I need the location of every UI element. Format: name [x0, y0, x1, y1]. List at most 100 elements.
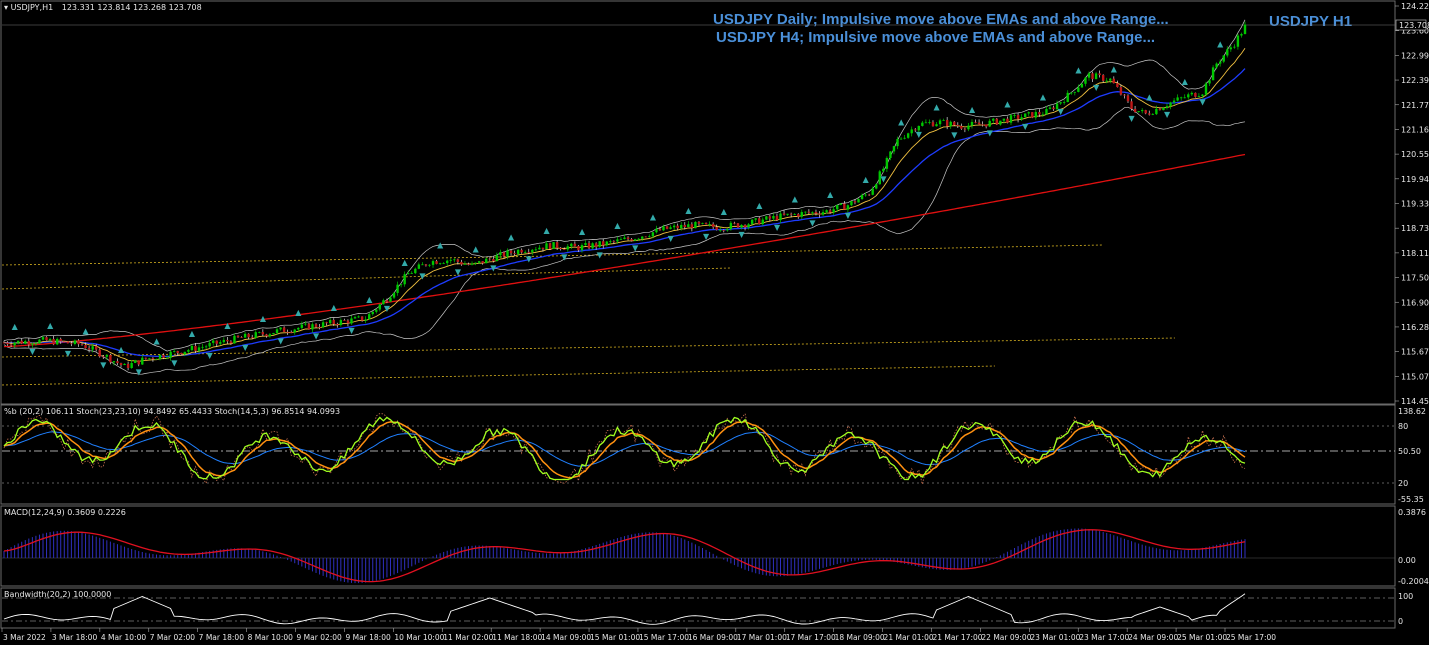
- candle-body: [910, 129, 913, 134]
- candle-body: [1169, 102, 1172, 107]
- candle-body: [453, 259, 456, 261]
- fractal-arrow-icon: ▼: [916, 130, 923, 139]
- range-line: [499, 244, 1103, 258]
- macd-panel[interactable]: [0, 505, 1396, 587]
- candle-body: [963, 128, 967, 130]
- candle-body: [488, 258, 491, 260]
- candle-body: [733, 222, 736, 224]
- candle-body: [786, 213, 789, 215]
- panel-frames: [0, 0, 1396, 629]
- candle-body: [697, 221, 701, 224]
- candle-body: [1041, 114, 1045, 116]
- candle-body: [410, 273, 413, 274]
- range-line: [1, 337, 1176, 358]
- stoch-signal-line: [3, 420, 1246, 479]
- price-axis[interactable]: 124.220 123.605 122.990 122.390 121.775 121.1…: [1395, 2, 1429, 406]
- candle-body: [219, 342, 222, 344]
- fractal-arrow-icon: ▲: [47, 321, 54, 330]
- candle-body: [839, 203, 842, 205]
- macd-axis-label: 0.3876: [1398, 508, 1426, 517]
- candle-body: [1133, 108, 1137, 113]
- candle-body: [531, 249, 534, 253]
- candle-body: [999, 120, 1002, 125]
- candle-body: [672, 225, 676, 228]
- oscillator-panel[interactable]: [0, 404, 1396, 505]
- candle-body: [594, 243, 598, 247]
- candle-body: [1016, 115, 1020, 120]
- time-axis[interactable]: 3 Mar 2022 3 Mar 18:00 4 Mar 10:00 7 Mar 02…: [1, 628, 1276, 642]
- osc-axis-label: -55.35: [1398, 495, 1424, 504]
- annotation-timeframe: USDJPY H1: [1269, 13, 1352, 30]
- candle-body: [1087, 73, 1091, 78]
- fractal-arrow-icon: ▲: [189, 329, 196, 338]
- candle-body: [1084, 77, 1087, 84]
- candle-body: [1226, 49, 1229, 56]
- candle-body: [970, 121, 974, 126]
- candle-body: [754, 218, 757, 220]
- candle-body: [1073, 91, 1077, 93]
- candle-body: [52, 338, 55, 345]
- candle-body: [449, 259, 452, 261]
- candle-body: [240, 337, 243, 339]
- candle-body: [261, 332, 265, 335]
- candle-body: [995, 118, 998, 125]
- candle-body: [112, 361, 116, 363]
- candle-body: [818, 213, 821, 215]
- candle-body: [1197, 96, 1201, 97]
- fractal-arrow-icon: ▲: [437, 241, 444, 250]
- candle-body: [616, 239, 619, 242]
- time-axis-label: 17 Mar 01:00: [737, 633, 787, 642]
- fractal-arrow-icon: ▲: [331, 303, 338, 312]
- candle-body: [84, 344, 87, 349]
- candle-body: [1140, 110, 1144, 112]
- fractal-arrow-icon: ▲: [1182, 77, 1189, 86]
- candle-body: [1109, 78, 1112, 81]
- candle-body: [761, 219, 764, 225]
- candle-body: [194, 345, 197, 351]
- candle-body: [1172, 100, 1176, 103]
- candle-body: [1027, 112, 1030, 114]
- candle-body: [272, 332, 275, 335]
- candle-body: [229, 341, 233, 344]
- macd-axis-label: -0.2004: [1398, 577, 1429, 586]
- bandwidth-header: Bandwidth(20,2) 100.0000: [4, 590, 111, 599]
- stoch-fast-dotted-line: [3, 412, 1246, 485]
- main-price-panel[interactable]: [0, 0, 1396, 405]
- candle-body: [385, 300, 389, 302]
- price-axis-label: 120.550: [1401, 150, 1429, 159]
- fractal-arrow-icon: ▲: [224, 321, 231, 330]
- candle-body: [1176, 97, 1179, 101]
- time-axis-label: 18 Mar 09:00: [835, 633, 885, 642]
- fractal-arrow-icon: ▼: [313, 331, 320, 340]
- candle-body: [364, 319, 367, 321]
- candle-body: [353, 317, 357, 319]
- candle-body: [1144, 110, 1147, 114]
- candle-body: [34, 343, 38, 345]
- candle-body: [1038, 112, 1041, 115]
- candle-body: [633, 239, 637, 241]
- candle-body: [804, 211, 807, 213]
- candle-body: [566, 246, 569, 250]
- bandwidth-panel[interactable]: [0, 587, 1396, 629]
- candle-body: [1006, 118, 1009, 123]
- candle-body: [1233, 46, 1236, 48]
- candle-body: [233, 335, 236, 344]
- candle-body: [318, 326, 321, 328]
- price-axis-label: 116.900: [1401, 298, 1429, 307]
- candle-body: [165, 357, 169, 359]
- candle-body: [992, 118, 995, 121]
- candle-body: [197, 347, 201, 351]
- candle-body: [740, 224, 743, 228]
- candle-body: [424, 264, 428, 266]
- fractal-arrow-icon: ▲: [118, 345, 125, 354]
- fractal-arrow-icon: ▼: [987, 129, 994, 138]
- candle-body: [743, 224, 747, 228]
- candle-body: [9, 344, 13, 346]
- candle-body: [297, 327, 300, 330]
- candle-body: [676, 225, 679, 229]
- candle-body: [1229, 47, 1233, 50]
- candle-body: [360, 316, 364, 321]
- candle-body: [226, 339, 229, 342]
- price-axis-label: 122.390: [1401, 76, 1429, 85]
